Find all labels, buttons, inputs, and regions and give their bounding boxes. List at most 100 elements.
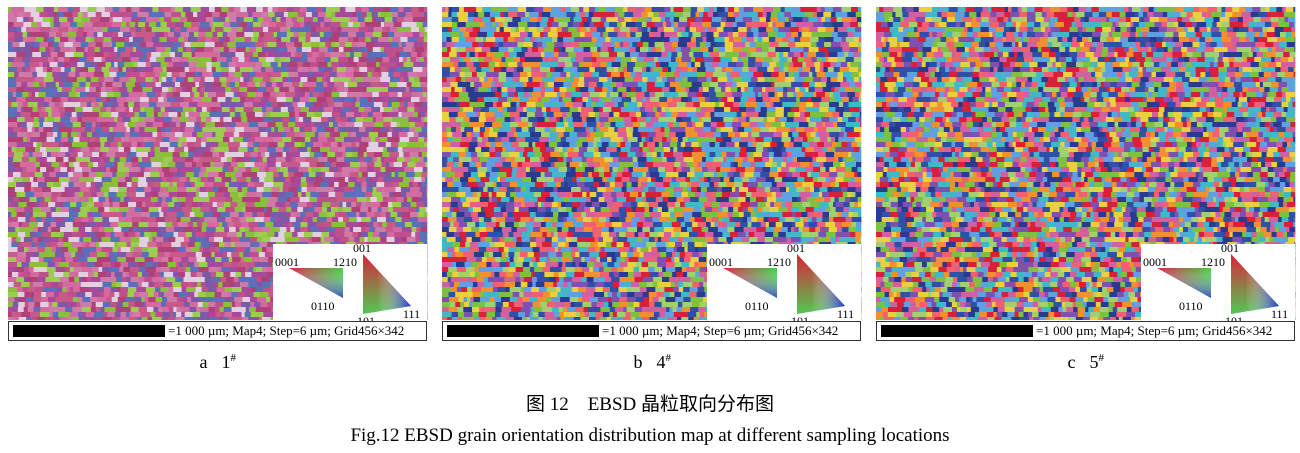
grain	[71, 27, 78, 35]
grain	[333, 237, 340, 245]
grain	[80, 42, 89, 49]
grain	[316, 57, 325, 64]
grain	[200, 112, 210, 120]
scale-bar	[13, 325, 165, 337]
grain	[195, 232, 205, 238]
grain	[190, 7, 197, 15]
grain	[254, 162, 261, 170]
grain	[23, 137, 28, 144]
grain	[305, 132, 316, 139]
grain	[303, 207, 308, 213]
grain	[139, 127, 145, 135]
grain	[375, 97, 381, 104]
grain	[126, 182, 132, 188]
grain	[280, 107, 289, 113]
grain	[239, 217, 246, 225]
grain	[200, 177, 205, 183]
grain	[103, 157, 111, 165]
grain	[359, 127, 366, 135]
grain	[179, 177, 187, 185]
grain	[208, 172, 214, 180]
grain	[152, 262, 159, 268]
grain	[106, 167, 111, 174]
grain	[380, 42, 391, 48]
grain	[22, 57, 31, 64]
grain	[259, 202, 268, 209]
grain	[196, 187, 200, 195]
grain	[117, 117, 123, 124]
grain	[423, 92, 427, 98]
grain	[380, 47, 385, 55]
grain	[109, 187, 119, 195]
grain	[167, 97, 177, 104]
grain	[384, 157, 389, 165]
grain	[299, 112, 307, 119]
grain	[160, 287, 169, 293]
grain	[179, 157, 186, 164]
grain	[212, 212, 221, 219]
grain	[267, 7, 273, 13]
grain	[507, 22, 515, 28]
grain	[117, 52, 121, 58]
grain	[372, 127, 381, 133]
grain	[163, 32, 169, 40]
grain	[30, 272, 40, 277]
grain	[219, 307, 225, 313]
grain	[186, 177, 191, 184]
grain	[364, 237, 368, 243]
grain	[274, 232, 279, 239]
grain	[177, 192, 188, 198]
grain	[316, 97, 327, 104]
grain	[292, 17, 298, 25]
grain	[11, 237, 17, 245]
grain	[152, 237, 157, 243]
grain	[344, 137, 354, 145]
grain	[240, 67, 245, 75]
grain	[19, 162, 28, 169]
grain	[193, 77, 201, 83]
grain	[164, 57, 172, 65]
grain	[332, 122, 338, 130]
grain	[65, 147, 69, 154]
grain	[71, 317, 79, 320]
grain	[185, 172, 195, 180]
grain	[285, 157, 292, 164]
grain	[186, 87, 193, 94]
grain	[292, 102, 298, 108]
grain	[418, 7, 425, 14]
grain	[348, 87, 358, 95]
grain	[95, 12, 102, 19]
grain	[367, 167, 375, 174]
grain	[283, 172, 289, 180]
grain	[323, 32, 333, 40]
grain	[73, 262, 81, 268]
grain	[220, 22, 224, 28]
grain	[409, 127, 416, 134]
grain	[287, 107, 295, 114]
grain	[424, 62, 428, 68]
grain	[355, 142, 360, 148]
grain	[215, 132, 225, 138]
grain	[266, 297, 271, 303]
grain	[111, 102, 119, 108]
grain	[257, 17, 264, 24]
grain	[425, 112, 428, 118]
grain	[407, 132, 414, 139]
grain	[81, 217, 89, 224]
grain	[58, 312, 66, 318]
grain	[119, 237, 126, 244]
grain	[228, 152, 236, 159]
grain	[33, 17, 43, 25]
grain	[209, 22, 213, 30]
grain	[705, 72, 714, 78]
grain	[125, 82, 136, 88]
grain	[214, 192, 225, 199]
grain	[341, 27, 350, 35]
grain	[220, 212, 231, 219]
grain	[145, 202, 156, 210]
grain	[245, 47, 250, 53]
grain	[273, 182, 284, 188]
grain	[85, 82, 91, 88]
grain	[261, 97, 270, 103]
grain	[255, 82, 261, 89]
